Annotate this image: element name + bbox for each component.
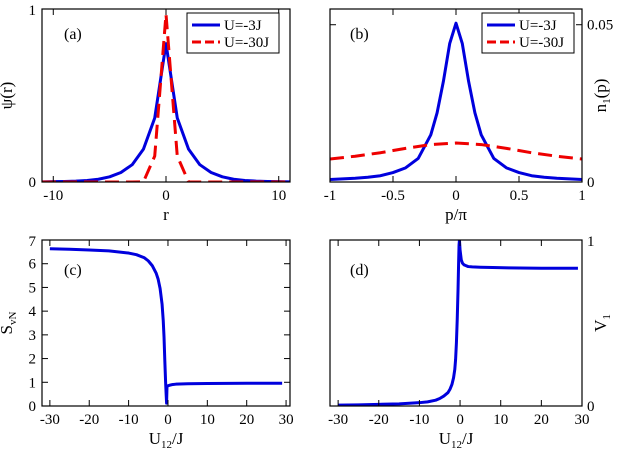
panel-c: -30 -20 -10 0 10 20 30 0 1 2 3 4 5 6 7 U12/J SvN (c) <box>0 234 294 451</box>
legend-box <box>481 12 575 54</box>
x-tick-label: 0 <box>456 412 464 428</box>
x-tick-label: 10 <box>271 188 286 204</box>
y-tick-label: 5 <box>29 280 37 296</box>
legend-entry: U=-3J <box>224 18 262 34</box>
x-tick-label: -20 <box>369 412 389 428</box>
y-tick-label: 1 <box>587 234 595 250</box>
panel-a: -10 0 10 0 1 r ψ(r) (a) U=-3JU=-30J <box>0 3 291 224</box>
legend: U=-3JU=-30J <box>186 12 280 54</box>
x-tick-label: 10 <box>200 412 215 428</box>
x-tick-label: 30 <box>575 412 590 428</box>
plot-frame <box>329 239 583 407</box>
x-axis-label: U12/J <box>149 429 184 451</box>
x-tick-label: -20 <box>79 412 99 428</box>
y-tick-label: 0.05 <box>587 18 613 34</box>
plot-frame <box>41 239 291 407</box>
series-line-U=-3J <box>330 21 582 181</box>
x-tick-label: 0 <box>162 188 170 204</box>
legend: U=-3JU=-30J <box>481 12 575 54</box>
x-axis-label: r <box>163 205 169 224</box>
series-line-S_vN <box>49 247 283 405</box>
x-tick-label: 10 <box>493 412 508 428</box>
x-tick-label: -10 <box>43 188 63 204</box>
y-tick-label: 4 <box>29 304 37 320</box>
x-tick-label: 30 <box>279 412 294 428</box>
x-tick-label: 0.5 <box>510 188 529 204</box>
y-axis-label: V1 <box>591 314 613 332</box>
y-tick-label: 1 <box>29 375 37 391</box>
legend-entry: U=-3J <box>519 18 557 34</box>
y-tick-label: 2 <box>29 352 37 368</box>
y-tick-label: 0 <box>29 175 37 191</box>
y-axis-label: ψ(r) <box>0 82 16 110</box>
x-tick-label: -10 <box>409 412 429 428</box>
y-tick-label: 0 <box>29 399 37 415</box>
y-axis-label: n1(p) <box>591 79 613 113</box>
x-tick-label: 0 <box>452 188 460 204</box>
x-tick-label: 1 <box>578 188 586 204</box>
legend-box <box>186 12 280 54</box>
x-tick-label: -10 <box>119 412 139 428</box>
panel-label: (b) <box>350 26 369 43</box>
panel-label: (d) <box>350 262 369 279</box>
x-tick-label: 20 <box>239 412 254 428</box>
x-tick-label: 0 <box>164 412 172 428</box>
y-tick-label: 1 <box>29 3 37 19</box>
x-axis-label: p/π <box>445 205 467 224</box>
series-line-U=-3J <box>42 42 290 182</box>
legend-entry: U=-30J <box>519 35 564 51</box>
x-tick-label: -0.5 <box>381 188 405 204</box>
x-tick-label: -30 <box>40 412 60 428</box>
y-tick-label: 7 <box>29 234 37 250</box>
panel-b: -1 -0.5 0 0.5 100.05p/πn1(p)(b) U=-3JU=-30J <box>324 8 613 224</box>
y-tick-label: 6 <box>29 257 37 273</box>
y-axis-label: SvN <box>0 311 19 334</box>
series-line-U=-30J <box>330 141 582 161</box>
y-tick-label: 0 <box>587 399 595 415</box>
x-tick-label: -1 <box>324 188 337 204</box>
y-tick-label: 0 <box>587 175 595 191</box>
panel-label: (a) <box>64 26 82 43</box>
x-tick-label: -30 <box>328 412 348 428</box>
panel-label: (c) <box>64 262 82 279</box>
legend-entry: U=-30J <box>224 35 269 51</box>
x-axis-label: U12/J <box>439 429 474 451</box>
series-line-V_1 <box>338 240 578 406</box>
y-tick-label: 3 <box>29 328 37 344</box>
x-tick-label: 20 <box>534 412 549 428</box>
